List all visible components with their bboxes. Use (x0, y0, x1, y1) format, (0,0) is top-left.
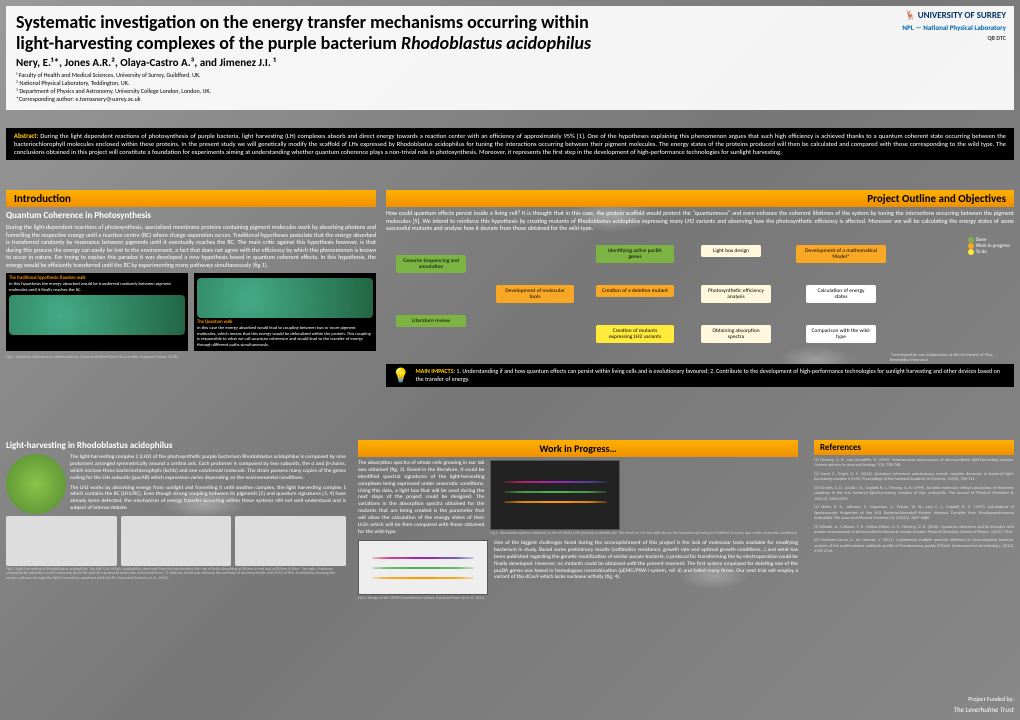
leverhulme-logo: The Leverhulme Trust (814, 705, 1014, 714)
fig3-caption: Fig.3. Absorption spectra obtained as th… (490, 531, 798, 536)
qb-logo: QB DTC (987, 34, 1006, 42)
node-energy: Calculation of energy states (806, 285, 876, 303)
funded-by: Project Funded by: The Leverhulme Trust (814, 695, 1014, 714)
lh-section: Light-harvesting in Rhodoblastus acidoph… (6, 440, 346, 581)
node-compare: Comparison with the wild-type (806, 325, 876, 343)
poster-title: Systematic investigation on the energy t… (16, 12, 1004, 53)
fig4-caption: Fig.4. Design of the CRISPR interference… (358, 596, 488, 601)
node-deletion: Creation of a deletion mutant (596, 285, 674, 297)
impacts-box: 💡 MAIN IMPACTS: 1. Understanding if and … (386, 364, 1014, 387)
authors: Nery, E.¹*, Jones A.R.², Olaya-Castro A.… (16, 56, 1004, 69)
ref-3: [3] Scholes, G. D., Gould, I. R., Cogdel… (814, 486, 1014, 502)
dia1-text: In this hypothesis the energy absorbed w… (9, 282, 185, 293)
ref-2: [2] Harel, E., Engel, G. S. (2012). Quan… (814, 472, 1014, 483)
node-genome: Genome Sequencing and annotation (396, 255, 466, 273)
surrey-logo: 🦌 UNIVERSITY OF SURREY (904, 10, 1006, 21)
intro-content: Quantum Coherence in Photosynthesis Duri… (6, 210, 376, 360)
refs-bar: References (814, 440, 1014, 455)
ref-6: [6] Martínez-García, E., de Lorenzo, V. … (814, 538, 1014, 554)
corresponding: *Corresponding author: e.tomasnery@surre… (16, 96, 1004, 104)
header: Systematic investigation on the energy t… (6, 6, 1014, 110)
impacts-label: MAIN IMPACTS: (415, 367, 455, 375)
fig3-spectra (490, 460, 620, 530)
node-model: Development of a mathematical Model* (796, 245, 886, 263)
outline-content: How could quantum effects persist inside… (386, 210, 1014, 387)
model-note: *Developed by our collaborator at the Un… (890, 353, 1010, 363)
dia-random-walk: The traditional hypothesis: Random walk … (6, 273, 188, 351)
lh-fig-c (235, 516, 346, 566)
npl-logo: NPL — National Physical Laboratory (902, 23, 1006, 32)
ref-4: [4] Alden, R. G., Johnson, E., Nagarajan… (814, 505, 1014, 521)
lh-figures (6, 516, 346, 566)
protein-figure (6, 454, 66, 514)
title-line1: Systematic investigation on the energy t… (16, 11, 589, 33)
funded-label: Project Funded by: (814, 695, 1014, 703)
node-moltools: Development of molecular tools (496, 285, 574, 303)
lh-fig-b (121, 516, 232, 566)
node-spectra: Obtaining absorption spectra (701, 325, 771, 343)
flowchart-legend: Done Work in progress To do (968, 237, 1010, 256)
outline-bar: Project Outline and Objectives (386, 190, 1014, 207)
diagram-row: The traditional hypothesis: Random walk … (6, 273, 376, 351)
node-lit: Literature review (396, 315, 466, 327)
dia1-graphic (9, 295, 185, 335)
lightbulb-icon: 💡 (392, 367, 409, 384)
dia2-graphic (197, 278, 373, 318)
wip-p1: The absorption spectra of whole cells gr… (358, 460, 484, 536)
abstract-text: During the light dependent reactions of … (14, 132, 1006, 156)
wip-p2: One of the biggest challenges faced duri… (494, 540, 798, 601)
lh-heading: Light-harvesting in Rhodoblastus acidoph… (6, 440, 346, 451)
dia-quantum-walk: The Quantum walk In this case the energy… (194, 273, 376, 351)
fig4-crispr (358, 540, 488, 595)
outline-p1: How could quantum effects persist inside… (386, 210, 1014, 233)
affiliations: ¹ Faculty of Health and Medical Sciences… (16, 72, 1004, 103)
title-line2: light-harvesting complexes of the purple… (16, 32, 401, 54)
affil-3: ³ Department of Physics and Astronomy, U… (16, 88, 1004, 96)
abstract: Abstract: During the light dependent rea… (6, 128, 1014, 160)
logos: 🦌 UNIVERSITY OF SURREY NPL — National Ph… (902, 10, 1006, 42)
node-lightbox: Light box design (701, 245, 761, 257)
intro-p1: During the light-dependent reactions of … (6, 224, 376, 269)
ref-1: [1] Fleming, G. R., van Grondelle, R. (1… (814, 458, 1014, 469)
wip-content: The absorption spectra of whole cells gr… (358, 460, 798, 605)
lh-fig-a (6, 516, 117, 566)
dia2-text: In this case the energy absorbed would l… (197, 326, 373, 349)
title-italic: Rhodoblastus acidophilus (401, 32, 591, 54)
wip-bar: Work in Progress… (358, 440, 798, 457)
node-active: Identifying active pucBA genes (596, 245, 674, 263)
node-variants: Creation of mutants expressing LH2 varia… (596, 325, 674, 343)
abstract-label: Abstract: (14, 132, 38, 140)
affil-1: ¹ Faculty of Health and Medical Sciences… (16, 72, 1004, 80)
intro-heading-qc: Quantum Coherence in Photosynthesis (6, 210, 376, 221)
node-efficiency: Photosynthetic efficiency analysis (701, 285, 771, 303)
impacts-text: 1. Understanding if and how quantum effe… (415, 367, 999, 383)
fig2-caption: Fig.2. Light harvesting in Rhodoblastus … (6, 568, 346, 581)
refs-content: [1] Fleming, G. R., van Grondelle, R. (1… (814, 458, 1014, 558)
intro-bar: Introduction (6, 190, 376, 207)
flowchart: Done Work in progress To do Genome Seque… (386, 237, 1014, 387)
ref-5: [5] Ishizaki, A., Calhoun, T. R., Schlau… (814, 525, 1014, 536)
fig1-caption: Fig.1. Quantum coherence in photosynthes… (6, 355, 376, 360)
